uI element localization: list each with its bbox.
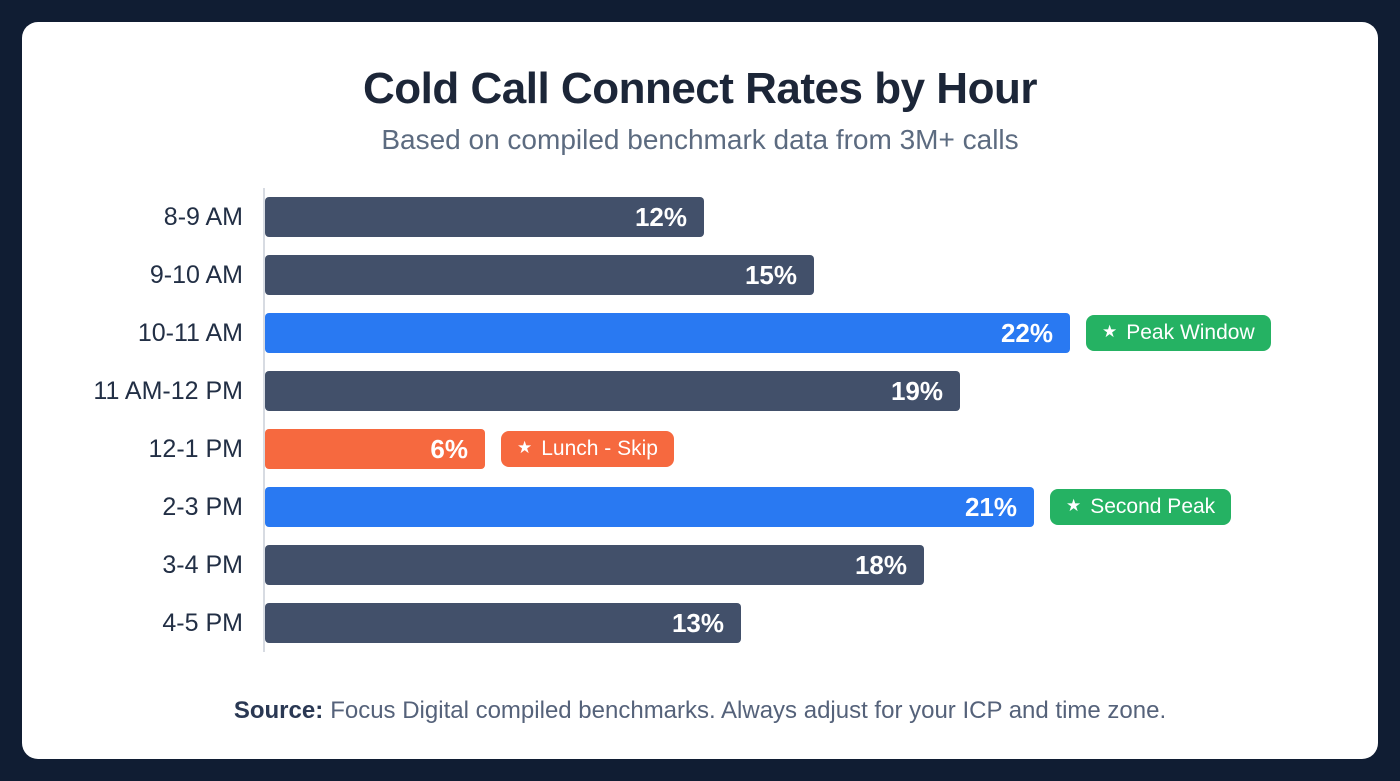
chart-row: 11 AM-12 PM 19% (22, 362, 1378, 420)
bar-value-label: 21% (964, 491, 1017, 522)
bar-value-label: 12% (634, 201, 687, 232)
bar-value-label: 22% (1000, 317, 1053, 348)
badge-label: Lunch - Skip (541, 437, 658, 460)
chart-row: 4-5 PM 13% (22, 594, 1378, 652)
category-label: 4-5 PM (162, 608, 243, 637)
chart-rows: 8-9 AM 12% 9-10 AM 15% 10-11 AM 22% ★ Peak Wind… (22, 188, 1378, 652)
category-label: 3-4 PM (162, 550, 243, 579)
chart-row: 3-4 PM 18% (22, 536, 1378, 594)
chart-row: 10-11 AM 22% ★ Peak Window (22, 304, 1378, 362)
bar-track: 15% (263, 246, 1378, 304)
category-label: 8-9 AM (163, 202, 243, 231)
chart-row: 9-10 AM 15% (22, 246, 1378, 304)
bar: 6% (265, 429, 485, 469)
bar: 21% (265, 487, 1034, 527)
chart-row: 2-3 PM 21% ★ Second Peak (22, 478, 1378, 536)
annotation-badge: ★ Second Peak (1050, 489, 1232, 525)
source-note: Source: Focus Digital compiled benchmarks… (22, 697, 1378, 725)
star-icon: ★ (1066, 496, 1082, 515)
badge-label: Second Peak (1090, 495, 1216, 518)
category-label: 9-10 AM (149, 260, 243, 289)
bar-chart: 8-9 AM 12% 9-10 AM 15% 10-11 AM 22% ★ Peak Wind… (22, 188, 1378, 652)
bar-track: 19% (263, 362, 1378, 420)
bar-value-label: 13% (671, 607, 724, 638)
chart-row: 8-9 AM 12% (22, 188, 1378, 246)
bar: 15% (265, 255, 814, 295)
bar-value-label: 19% (890, 375, 943, 406)
source-label: Source: (233, 697, 324, 724)
bar-track: 6% ★ Lunch - Skip (263, 420, 1378, 478)
page-subtitle: Based on compiled benchmark data from 3M… (381, 124, 1019, 155)
bar: 12% (265, 197, 704, 237)
category-label: 10-11 AM (137, 318, 243, 347)
bar-track: 12% (263, 188, 1378, 246)
bar-track: 21% ★ Second Peak (263, 478, 1378, 536)
annotation-badge: ★ Lunch - Skip (501, 431, 674, 467)
chart-row: 12-1 PM 6% ★ Lunch - Skip (22, 420, 1378, 478)
category-label: 2-3 PM (162, 492, 243, 521)
bar: 19% (265, 371, 960, 411)
bar-track: 18% (263, 536, 1378, 594)
category-label: 12-1 PM (148, 434, 243, 463)
chart-card: Cold Call Connect Rates by Hour Based on… (22, 22, 1378, 759)
category-label: 11 AM-12 PM (93, 376, 243, 405)
page-title: Cold Call Connect Rates by Hour (363, 64, 1037, 113)
source-text: Focus Digital compiled benchmarks. Alway… (330, 697, 1167, 724)
bar: 18% (265, 545, 924, 585)
star-icon: ★ (517, 438, 533, 457)
badge-label: Peak Window (1126, 321, 1255, 344)
bar-track: 13% (263, 594, 1378, 652)
bar-value-label: 15% (744, 259, 797, 290)
bar: 22% (265, 313, 1070, 353)
bar: 13% (265, 603, 741, 643)
bar-value-label: 6% (430, 433, 468, 464)
star-icon: ★ (1102, 322, 1118, 341)
bar-value-label: 18% (854, 549, 907, 580)
bar-track: 22% ★ Peak Window (263, 304, 1378, 362)
annotation-badge: ★ Peak Window (1086, 315, 1271, 351)
